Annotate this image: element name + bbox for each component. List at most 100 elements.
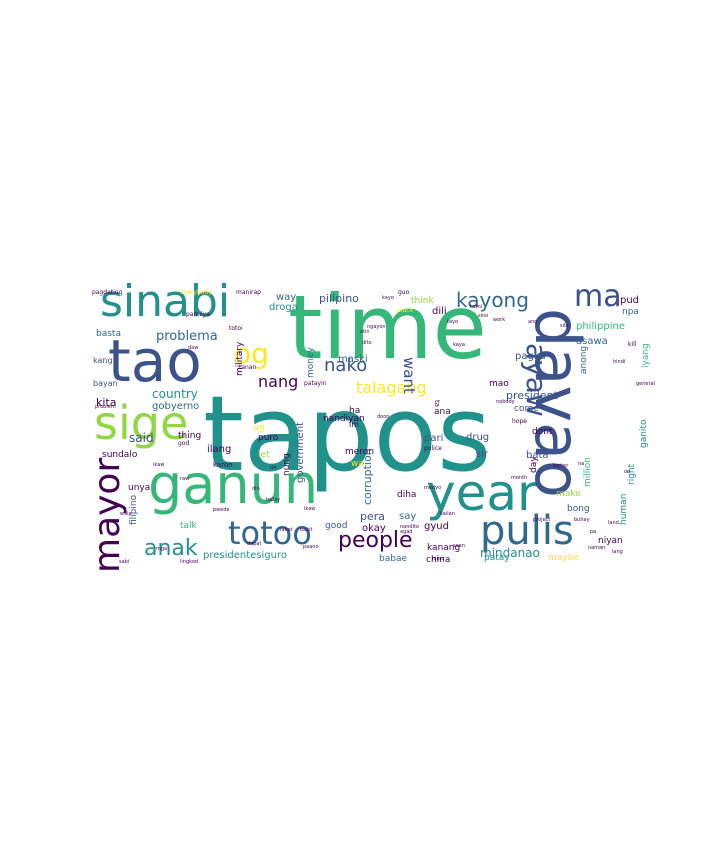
word-ilang: ilang [207, 444, 232, 455]
word-pagka: pagka [515, 351, 546, 362]
word-lang: lang [612, 549, 623, 555]
word-kanang: kanang [427, 543, 461, 553]
word-kaya: kaya [453, 342, 465, 348]
word-today: today [266, 497, 281, 503]
word-police: police [424, 445, 442, 452]
word-good: good [325, 521, 348, 531]
word-kill: kill [628, 341, 637, 348]
word-kami: kami [470, 304, 483, 310]
word-bata: bata [526, 450, 549, 461]
word-unya: unya [128, 483, 151, 493]
word-ano: ano [528, 319, 538, 325]
word-agad: agad [400, 529, 413, 535]
word-puro: puro [258, 433, 279, 443]
word-mindanao: mindanao [480, 546, 540, 560]
word-year: year [426, 464, 538, 522]
word-bong: bong [567, 504, 590, 514]
word-project: project [533, 517, 551, 523]
word-pera: pera [360, 510, 386, 523]
word-sige: sige [94, 396, 189, 450]
word-droga: droga [269, 302, 298, 313]
word-country: country [152, 387, 198, 401]
word-kailan: kailan [440, 511, 455, 517]
word-place: place [397, 307, 414, 314]
word-presidentesiguro: presidentesiguro [203, 550, 287, 561]
word-better: better [553, 463, 569, 469]
word-pagdating: pagdating [92, 289, 123, 296]
word-ikaw: ikaw [304, 506, 316, 512]
word-maybe: maybe [548, 553, 579, 563]
word-sir: sir [476, 449, 489, 460]
word-talagang: talagang [356, 378, 427, 397]
word-karon: karon [213, 461, 233, 469]
word-money: money [306, 347, 316, 378]
word-maski: maski [338, 354, 368, 365]
word-gobyerno: gobyerno [152, 401, 200, 412]
word-tayo: tayo [447, 319, 459, 325]
word-nandito: nandito [400, 524, 419, 530]
word-land: land [608, 520, 619, 526]
word-time: time [288, 276, 487, 379]
word-lingkod: lingkod [180, 559, 199, 565]
word-thing: thing [178, 431, 202, 441]
word-bayan: bayan [93, 379, 118, 388]
word-hindi: hindi [613, 359, 626, 365]
word-make: make [556, 489, 581, 499]
word-totoi: totoi [229, 325, 243, 332]
word-tao: tao [108, 327, 202, 395]
word-ana: ana [434, 407, 451, 417]
word-nung: nung [282, 453, 292, 476]
word-basta: basta [96, 329, 121, 339]
word-dito: dito [362, 340, 372, 346]
word-nimo: nimo [432, 556, 445, 562]
word-ha: ha [349, 406, 361, 416]
word-diha: diha [397, 490, 417, 500]
word-kayo: kayo [382, 295, 394, 301]
word-ug: ug [253, 423, 265, 433]
word-filipino: filipino [129, 494, 139, 525]
word-problema: problema [156, 329, 218, 344]
word-manirap: manirap [236, 289, 261, 296]
word-daw: daw [188, 345, 199, 351]
word-mga: mga [156, 546, 168, 552]
word-general: general [636, 381, 656, 387]
word-rin: rin [270, 465, 277, 471]
word-okay: okay [362, 523, 386, 534]
word-sila: sila [560, 323, 569, 329]
word-lahat: lahat [280, 527, 293, 533]
word-want: want [400, 357, 418, 394]
word-month: month [511, 475, 528, 481]
word-government: government [295, 422, 306, 483]
word-buhay: buhay [574, 517, 590, 523]
word-dont: dont [532, 427, 553, 437]
word-totoo: totoo [228, 514, 312, 552]
word-sino: sino [478, 313, 489, 319]
word-og: og [234, 337, 269, 370]
word-ma: ma [574, 279, 622, 314]
word-day: day [529, 456, 539, 473]
word-pilipino: pilipino [319, 292, 359, 305]
word-gyud: gyud [424, 521, 449, 532]
word-wa: wa [351, 459, 364, 469]
word-patay: patay [484, 553, 510, 563]
word-ikaw2: ikaw [153, 462, 165, 468]
word-million: million [583, 457, 593, 487]
word-asawa: asawa [576, 336, 608, 347]
word-talk: talk [180, 521, 197, 531]
word-sundalo: sundalo [102, 450, 138, 460]
word-wala: wala [120, 511, 132, 517]
word-pamilya: pamilya [186, 311, 210, 318]
word-ta: ta [433, 400, 441, 408]
word-kita: kita [96, 396, 117, 409]
word-people: people [338, 528, 413, 553]
word-way: way [276, 292, 297, 303]
word-pud: pud [620, 295, 640, 306]
word-problem: problem [95, 404, 116, 410]
word-drug: drug [466, 432, 490, 443]
word-npa: npa [622, 307, 639, 317]
word-oo: oo [624, 469, 631, 475]
word-tanan: tanan [239, 364, 257, 371]
word-sabi: sabi [119, 559, 130, 565]
word-human: human [619, 493, 629, 525]
